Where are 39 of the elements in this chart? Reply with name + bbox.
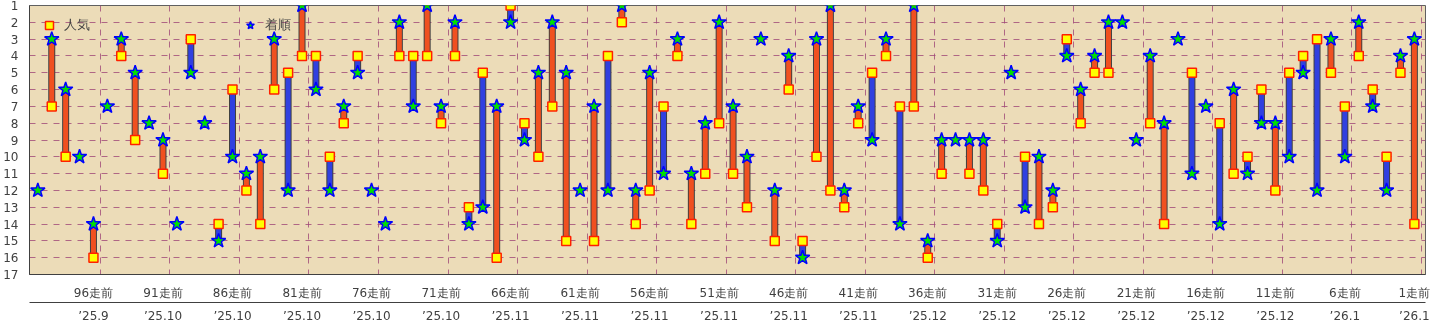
y-tick-label: 4: [10, 49, 19, 64]
y-tick-label: 13: [3, 200, 19, 215]
y-tick-label: 14: [3, 217, 19, 232]
category-label: 36走前 ’25.12: [908, 285, 948, 323]
category-label: 26走前 ’25.12: [1047, 285, 1087, 323]
category-label: 91走前 ’25.10: [143, 285, 183, 323]
category-label: 61走前 ’25.11: [560, 285, 600, 323]
legend-label: 人気: [64, 16, 90, 34]
y-tick-label: 17: [3, 268, 19, 282]
category-label: 81走前 ’25.10: [282, 285, 322, 323]
category-label: 21走前 ’25.12: [1116, 285, 1156, 323]
category-label: 11走前 ’25.12: [1255, 285, 1295, 323]
y-tick-label: 1: [10, 0, 19, 13]
category-label: 66走前 ’25.11: [490, 285, 531, 323]
category-label: 96走前 ’25.9: [73, 285, 114, 323]
y-tick-label: 11: [3, 167, 19, 182]
y-tick-label: 2: [10, 15, 19, 30]
y-tick-label: 16: [3, 251, 19, 266]
category-label: 51走前 ’25.11: [699, 285, 739, 323]
category-label: 41走前 ’25.11: [838, 285, 878, 323]
y-tick-label: 3: [10, 32, 19, 47]
y-tick-label: 7: [10, 99, 19, 114]
category-label: 76走前 ’25.10: [351, 285, 392, 323]
legend-label: 着順: [265, 16, 291, 34]
category-label: 6走前 ’26.1: [1329, 285, 1361, 323]
y-tick-label: 9: [10, 133, 19, 148]
y-tick-label: 6: [10, 83, 19, 98]
category-label: 46走前 ’25.11: [769, 285, 809, 323]
category-label: 56走前 ’25.11: [630, 285, 670, 323]
category-label: 16走前 ’25.12: [1186, 285, 1226, 323]
category-label: 71走前 ’25.10: [421, 285, 461, 323]
y-tick-label: 8: [10, 116, 19, 131]
category-label: 1走前 ’26.1: [1398, 285, 1431, 323]
y-tick-label: 12: [3, 183, 19, 198]
y-tick-label: 10: [3, 150, 19, 165]
category-label: 31走前 ’25.12: [977, 285, 1017, 323]
y-tick-label: 5: [10, 66, 19, 81]
category-label: 86走前 ’25.10: [212, 285, 253, 323]
y-tick-label: 15: [3, 234, 19, 249]
